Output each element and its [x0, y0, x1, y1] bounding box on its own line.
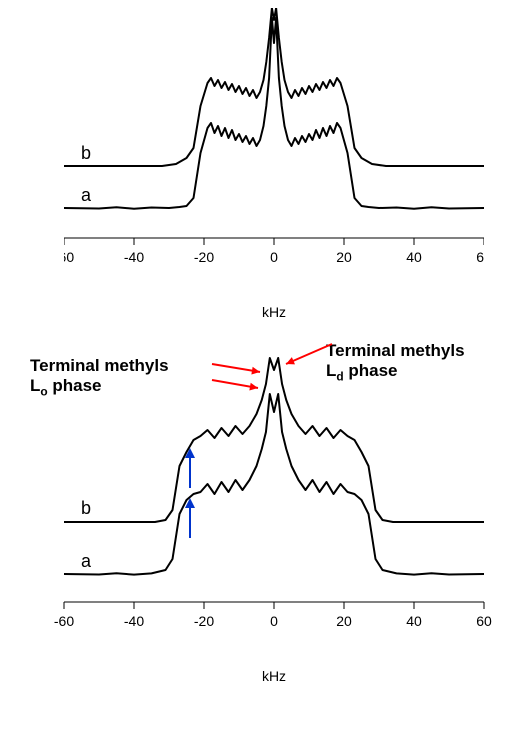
- svg-text:-60: -60: [64, 249, 74, 265]
- svg-text:-60: -60: [54, 613, 74, 629]
- svg-text:20: 20: [336, 613, 352, 629]
- trace-label-b-bottom: b: [81, 498, 91, 519]
- svg-text:60: 60: [476, 249, 484, 265]
- svg-text:-20: -20: [194, 249, 214, 265]
- svg-text:20: 20: [336, 249, 352, 265]
- top-panel: -60 -40 -20 0 20 40 60 a b kHz: [64, 8, 484, 323]
- trace-label-b-top: b: [81, 143, 91, 164]
- xaxis-label-top: kHz: [64, 304, 484, 320]
- svg-text:60: 60: [476, 613, 492, 629]
- svg-text:40: 40: [406, 613, 422, 629]
- svg-text:0: 0: [270, 613, 278, 629]
- top-spectra-svg: -60 -40 -20 0 20 40 60: [64, 8, 484, 274]
- trace-label-a-bottom: a: [81, 551, 91, 572]
- bottom-panel: Terminal methyls Lo phase Terminal methy…: [64, 354, 484, 694]
- svg-text:-40: -40: [124, 613, 144, 629]
- svg-text:-40: -40: [124, 249, 144, 265]
- svg-text:-20: -20: [194, 613, 214, 629]
- trace-label-a-top: a: [81, 185, 91, 206]
- svg-text:40: 40: [406, 249, 422, 265]
- xaxis-label-bottom: kHz: [64, 668, 484, 684]
- bottom-spectra-svg: -60-40-200204060: [64, 354, 484, 638]
- svg-text:0: 0: [270, 249, 278, 265]
- figure-page: -60 -40 -20 0 20 40 60 a b kHz Terminal methyl…: [0, 0, 512, 729]
